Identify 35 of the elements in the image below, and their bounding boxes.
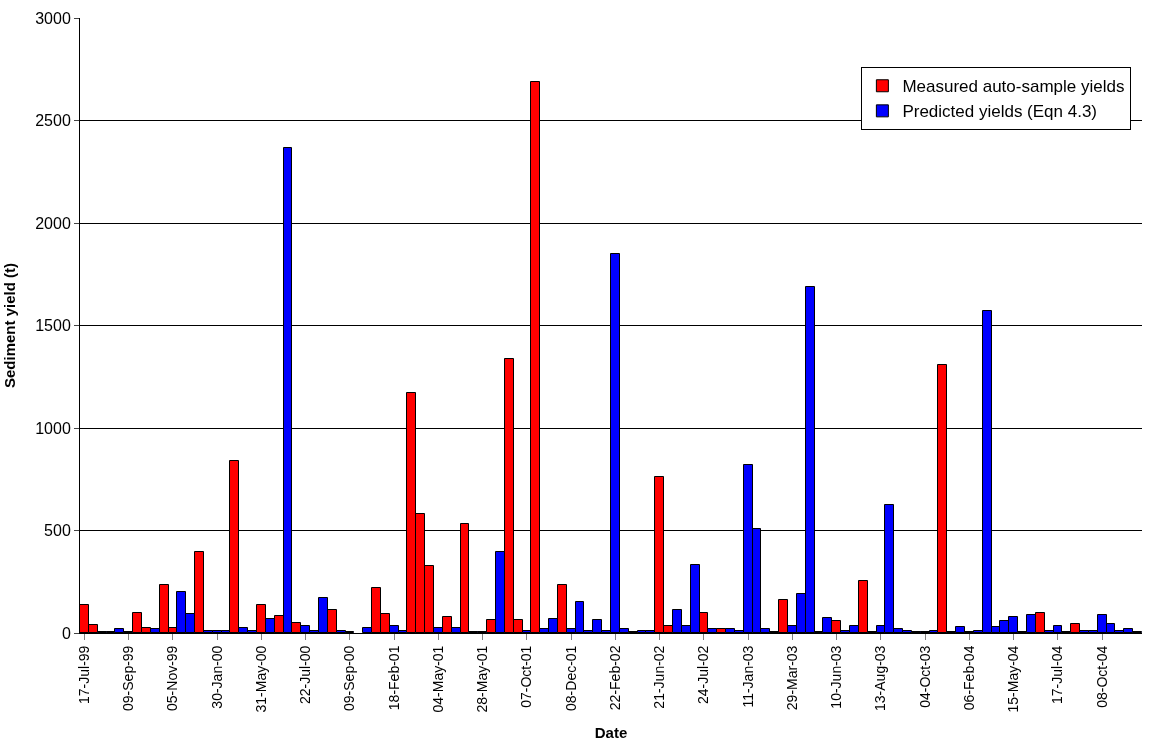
x-axis-title: Date [594,723,628,741]
x-tick-label: 31-May-00 [252,645,269,713]
x-tick-label: 17-Jul-04 [1049,645,1066,704]
x-tick-label: 09-Sep-99 [120,645,137,711]
legend-label: Measured auto-sample yields [902,77,1125,97]
y-axis-title: Sediment yield (t) [1,262,19,389]
x-tick-label: 29-Mar-03 [783,645,800,711]
y-tick-label: 2000 [35,214,71,232]
x-tick-label: 17-Jul-99 [75,645,92,704]
x-tick-label: 24-Jul-02 [695,645,712,704]
y-tick-label: 0 [61,624,71,642]
legend-label: Predicted yields (Eqn 4.3) [902,102,1098,122]
x-tick-label: 06-Feb-04 [960,645,977,711]
x-tick-label: 05-Nov-99 [164,645,181,711]
x-tick-label: 04-Oct-03 [916,645,933,708]
x-tick-label: 11-Jan-03 [739,645,756,708]
y-tick-label: 500 [44,522,71,540]
x-tick-label: 22-Feb-02 [606,645,623,711]
x-tick-label: 28-May-01 [474,645,491,713]
x-tick-label: 30-Jan-00 [208,645,225,709]
x-tick-label: 13-Aug-03 [872,645,889,711]
y-tick-label: 1000 [35,419,71,437]
x-tick-label: 18-Feb-01 [385,645,402,711]
x-tick-label: 21-Jun-02 [651,645,668,709]
x-tick-label: 07-Oct-01 [518,645,535,708]
x-tick-label: 15-May-04 [1005,645,1022,713]
y-tick-label: 3000 [35,9,71,27]
x-tick-label: 10-Jun-03 [828,645,845,709]
x-tick-label: 09-Sep-00 [341,645,358,711]
x-tick-label: 22-Jul-00 [297,645,314,704]
x-tick-label: 08-Oct-04 [1093,645,1110,708]
x-tick-label: 08-Dec-01 [562,645,579,711]
x-tick-label: 04-May-01 [429,645,446,713]
y-tick-label: 1500 [35,317,71,335]
y-tick-label: 2500 [35,112,71,130]
